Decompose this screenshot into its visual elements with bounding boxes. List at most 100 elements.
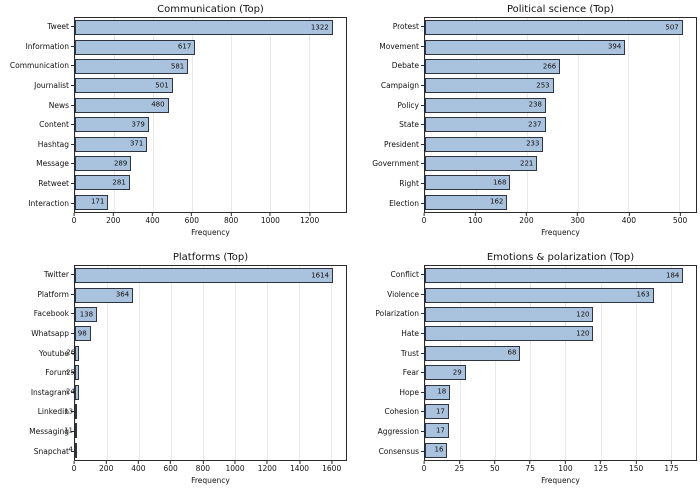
bar: 253	[425, 78, 554, 94]
bar-value-label: 11	[64, 426, 73, 435]
x-tick-label: 300	[570, 216, 585, 225]
bar: 18	[425, 384, 451, 400]
bar-row: 138	[75, 305, 346, 324]
category-label: Interaction	[28, 198, 69, 208]
bar-value-label: 168	[493, 178, 507, 187]
bar-value-label: 507	[665, 23, 679, 32]
bar-row: 480	[75, 96, 346, 115]
x-tick-label: 0	[71, 216, 77, 225]
x-tick: 800	[224, 213, 238, 225]
x-tick: 0	[71, 213, 77, 225]
gridline	[679, 18, 681, 212]
category-row: Linkedin	[0, 402, 74, 422]
category-label: Facebook	[33, 309, 69, 319]
bar: 364	[75, 287, 134, 303]
bar-row: 68	[425, 344, 696, 363]
x-tick-label: 100	[558, 464, 573, 473]
gridline	[202, 266, 204, 460]
x-tick-mark	[458, 461, 460, 464]
bar-value-label: 581	[170, 62, 185, 71]
x-tick-label: 50	[489, 464, 500, 473]
x-tick: 1200	[258, 461, 277, 473]
bar-row: 120	[425, 305, 696, 324]
bar-value-label: 184	[665, 271, 680, 280]
category-label: Messaging	[29, 427, 69, 437]
bar: 507	[425, 20, 683, 36]
category-row: Tweet	[0, 17, 74, 37]
gridline	[113, 18, 115, 212]
x-tick: 400	[131, 461, 146, 473]
bar-row: 162	[425, 193, 696, 212]
y-axis-labels: Conflict Violence Polarization Hate Trust Fea…	[350, 265, 424, 461]
bar-row: 17	[425, 402, 696, 421]
plot-area: 184 163 120 120 68 29 18 17 17 16	[424, 265, 697, 461]
x-tick-label: 1000	[225, 464, 245, 473]
x-axis: 0 200 400 600 800 1000 1200	[71, 213, 347, 227]
y-tick-mark	[71, 293, 74, 295]
category-row: Election	[350, 193, 424, 213]
x-tick-mark	[423, 461, 425, 464]
category-label: Campaign	[380, 81, 419, 91]
bar: 29	[425, 365, 466, 381]
category-row: Trust	[350, 343, 424, 363]
category-label: Linkedin	[37, 407, 69, 417]
bar-row: 581	[75, 57, 346, 76]
category-label: Information	[25, 41, 69, 51]
y-tick-mark	[421, 202, 424, 204]
bar-row: 24	[66, 382, 346, 401]
x-tick-mark	[494, 461, 496, 464]
bar-value-label: 16	[434, 445, 444, 454]
bar: 26	[66, 345, 80, 361]
x-tick: 0	[422, 213, 426, 225]
bar: 480	[75, 97, 169, 113]
x-tick-mark	[73, 461, 75, 464]
x-tick-mark	[202, 461, 204, 464]
bar: 289	[75, 156, 132, 172]
y-tick-mark	[421, 274, 424, 276]
bar-value-label: 379	[131, 120, 145, 129]
x-tick-label: 175	[664, 464, 679, 473]
y-tick-mark	[421, 391, 424, 393]
x-tick: 200	[99, 461, 113, 473]
x-tick: 200	[519, 213, 534, 225]
x-axis-title: Frequency	[541, 476, 580, 485]
y-tick-mark	[71, 85, 74, 87]
x-tick: 0	[422, 461, 426, 473]
x-tick-label: 1000	[260, 216, 280, 225]
category-label: Right	[399, 179, 419, 189]
plot-area: 1322 617 581 501 480 379 371 289 281 171	[74, 17, 347, 213]
x-tick: 1400	[290, 461, 309, 473]
x-tick-label: 1200	[257, 464, 277, 473]
gridline	[230, 18, 232, 212]
category-label: President	[384, 139, 419, 149]
bar-row: 25	[66, 363, 346, 382]
bar-value-label: 253	[536, 81, 550, 90]
bar: 266	[425, 59, 561, 75]
gridline	[635, 266, 637, 460]
bar-row: 233	[425, 134, 696, 153]
x-tick-mark	[137, 461, 139, 464]
category-label: Consensus	[378, 446, 419, 456]
bar: 98	[75, 326, 91, 342]
bar-row: 379	[75, 115, 346, 134]
gridline	[298, 266, 300, 460]
x-tick: 175	[664, 461, 679, 473]
bar: 281	[75, 175, 130, 191]
bar: 25	[66, 365, 79, 381]
category-label: News	[48, 100, 69, 110]
gridline	[670, 266, 672, 460]
x-axis: 0 100 200 300 400 500	[422, 213, 697, 227]
category-row: Hate	[350, 324, 424, 344]
gridline	[330, 266, 332, 460]
bar-value-label: 29	[452, 368, 462, 377]
x-axis: 0 25 50 75 100 125 150 175	[422, 461, 697, 475]
y-tick-mark	[71, 450, 74, 452]
x-tick-label: 200	[519, 216, 534, 225]
x-tick: 50	[489, 461, 500, 473]
y-tick-mark	[421, 431, 424, 433]
x-tick-mark	[230, 213, 232, 216]
gridline	[475, 18, 477, 212]
category-label: Whatsapp	[31, 329, 69, 339]
x-tick-label: 800	[223, 216, 239, 225]
